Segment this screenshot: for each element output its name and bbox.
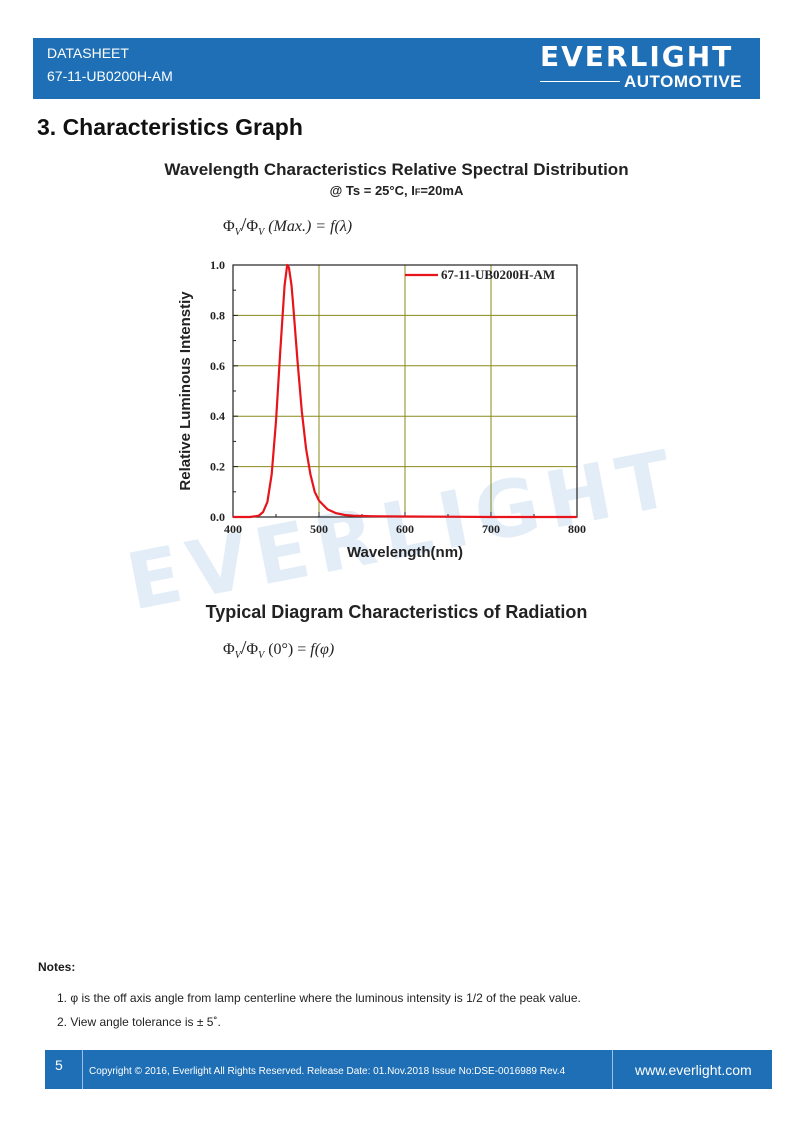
website-link[interactable]: www.everlight.com xyxy=(635,1062,752,1078)
logo-sub-text: AUTOMOTIVE xyxy=(624,72,743,91)
note-item: 2. View angle tolerance is ± 5˚. xyxy=(57,1015,221,1029)
spectral-chart-subtitle: @ Ts = 25°C, IF=20mA xyxy=(329,183,464,198)
page-number: 5 xyxy=(55,1057,63,1073)
y-tick-label: 1.0 xyxy=(210,258,225,272)
radiation-title: Typical Diagram Characteristics of Radia… xyxy=(205,602,588,622)
x-tick-label: 800 xyxy=(568,522,586,536)
copyright-text: Copyright © 2016, Everlight All Rights R… xyxy=(89,1066,566,1077)
x-tick-label: 500 xyxy=(310,522,328,536)
x-axis-label: Wavelength(nm) xyxy=(347,544,463,561)
radiation-formula: ΦV/ΦV (0°) = f(φ) xyxy=(223,637,335,662)
series-line xyxy=(233,263,577,519)
x-tick-label: 400 xyxy=(224,522,242,536)
notes-title: Notes: xyxy=(38,960,76,974)
y-tick-label: 0.2 xyxy=(210,460,225,474)
everlight-logo: EVERLIGHT AUTOMOTIVE xyxy=(528,38,760,99)
logo-main-text: EVERLIGHT xyxy=(540,40,734,73)
spectral-chart-title: Wavelength Characteristics Relative Spec… xyxy=(164,160,629,179)
x-tick-label: 700 xyxy=(482,522,500,536)
y-tick-label: 0.8 xyxy=(210,308,225,322)
footer-divider xyxy=(612,1050,613,1089)
doc-type: DATASHEET xyxy=(47,45,129,61)
y-tick-label: 0.4 xyxy=(210,409,225,423)
page-footer: 5 Copyright © 2016, Everlight All Rights… xyxy=(45,1050,772,1089)
legend-label: 67-11-UB0200H-AM xyxy=(441,267,555,282)
y-axis-label: Relative Luminous Intenstiy xyxy=(177,291,194,491)
logo-divider xyxy=(540,81,620,82)
footer-divider xyxy=(82,1050,83,1089)
x-tick-label: 600 xyxy=(396,522,414,536)
note-item: 1. φ is the off axis angle from lamp cen… xyxy=(57,991,581,1005)
y-tick-label: 0.6 xyxy=(210,359,225,373)
page-header: DATASHEET 67-11-UB0200H-AM EVERLIGHT AUT… xyxy=(33,38,760,99)
part-number: 67-11-UB0200H-AM xyxy=(47,68,173,84)
section-title: 3. Characteristics Graph xyxy=(37,114,303,140)
spectral-formula: ΦV/ΦV (Max.) = f(λ) xyxy=(223,214,353,239)
spectral-chart: 400 500 600 700 800 0.0 0.2 0.4 0.6 0.8 1.0 Wavelen… xyxy=(177,258,586,561)
y-tick-label: 0.0 xyxy=(210,510,225,524)
